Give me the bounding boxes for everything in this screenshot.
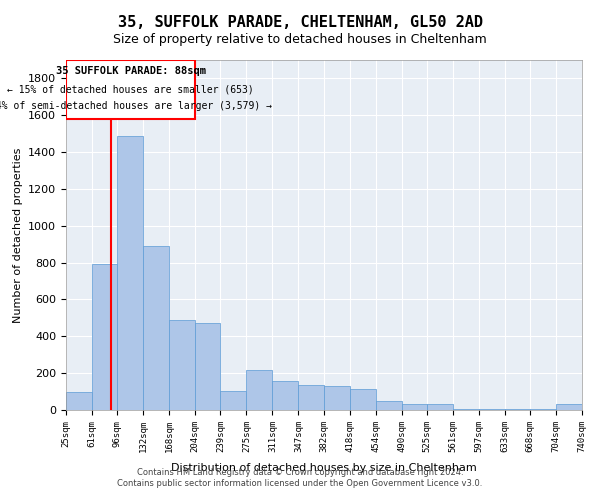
Bar (143, 246, 169, 410)
Bar (453, 409, 479, 410)
Bar (220, 390, 247, 410)
Bar (350, 389, 376, 410)
Bar (92, 264, 117, 410)
Bar (401, 404, 427, 410)
Text: ← 15% of detached houses are smaller (653): ← 15% of detached houses are smaller (65… (7, 84, 254, 94)
Bar (323, 386, 350, 410)
Bar (505, 409, 530, 410)
Bar (247, 370, 272, 410)
Bar (556, 404, 582, 410)
Text: Contains HM Land Registry data © Crown copyright and database right 2024.
Contai: Contains HM Land Registry data © Crown c… (118, 468, 482, 487)
Bar (272, 382, 298, 410)
Bar (117, 136, 143, 410)
Bar (376, 401, 401, 410)
X-axis label: Distribution of detached houses by size in Cheltenham: Distribution of detached houses by size … (171, 463, 477, 473)
Bar (427, 404, 453, 410)
Y-axis label: Number of detached properties: Number of detached properties (13, 148, 23, 322)
Text: 35, SUFFOLK PARADE, CHELTENHAM, GL50 2AD: 35, SUFFOLK PARADE, CHELTENHAM, GL50 2AD (118, 15, 482, 30)
Text: 35 SUFFOLK PARADE: 88sqm: 35 SUFFOLK PARADE: 88sqm (56, 66, 206, 76)
Text: Size of property relative to detached houses in Cheltenham: Size of property relative to detached ho… (113, 32, 487, 46)
Bar (195, 324, 220, 410)
Bar (66, 392, 92, 410)
Bar (298, 385, 323, 410)
FancyBboxPatch shape (66, 60, 195, 119)
Bar (530, 409, 556, 410)
Bar (169, 320, 195, 410)
Text: 84% of semi-detached houses are larger (3,579) →: 84% of semi-detached houses are larger (… (0, 101, 272, 111)
Bar (479, 409, 505, 410)
